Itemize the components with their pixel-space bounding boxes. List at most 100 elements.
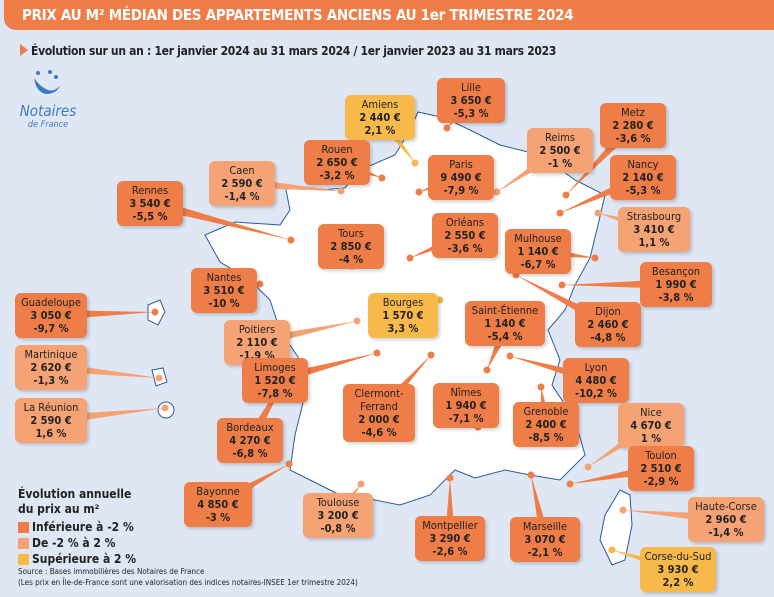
triangle-icon	[20, 44, 28, 56]
city-name: Grenoble	[523, 405, 569, 418]
city-box: Marseille 3 070 € -2,1 %	[510, 517, 580, 562]
legend-item-dark: Inférieure à -2 %	[18, 520, 136, 535]
subtitle-text: Évolution sur un an : 1er janvier 2024 a…	[31, 44, 557, 58]
city-box: Toulouse 3 200 € -0,8 %	[303, 493, 373, 538]
city-price: 2 510 €	[640, 462, 682, 475]
city-evolution: -1,4 %	[708, 526, 744, 539]
city-box: Martinique 2 620 € -1,3 %	[15, 345, 87, 390]
city-name: Corse-du-Sud	[644, 550, 712, 563]
city-evolution: 2,1 %	[364, 124, 396, 137]
city-box: Nantes 3 510 € -10 %	[191, 268, 257, 313]
city-evolution: -3,2 %	[319, 169, 355, 182]
legend-title: Évolution annuelle	[18, 487, 132, 501]
city-evolution: -1,3 %	[33, 374, 69, 387]
city-marker	[506, 352, 514, 360]
city-price: 2 590 €	[30, 414, 72, 427]
city-price: 3 410 €	[633, 223, 675, 236]
city-name: Bayonne	[196, 485, 240, 498]
city-evolution: -7,8 %	[257, 387, 293, 400]
city-evolution: 2,2 %	[662, 576, 694, 589]
city-marker	[285, 460, 293, 468]
city-marker	[151, 308, 159, 316]
city-name: Caen	[229, 164, 255, 177]
city-name: Clermont-Ferrand	[354, 387, 404, 413]
city-price: 2 140 €	[622, 171, 664, 184]
city-name: Guadeloupe	[21, 296, 81, 309]
city-marker	[493, 188, 501, 196]
city-price: 1 520 €	[254, 374, 296, 387]
city-box: Saint-Étienne 1 140 € -5,4 %	[465, 301, 545, 346]
city-evolution: -4,8 %	[590, 331, 626, 344]
city-name: Lille	[461, 81, 481, 94]
city-evolution: -2,6 %	[432, 545, 468, 558]
city-price: 2 590 €	[221, 177, 263, 190]
city-price: 1 140 €	[484, 317, 526, 330]
note-text: (Les prix en Île-de-France sont une valo…	[18, 578, 358, 587]
city-box: Nîmes 1 940 € -7,1 %	[433, 383, 499, 428]
city-evolution: -4 %	[338, 253, 364, 266]
legend-label: Supérieure à 2 %	[32, 552, 137, 566]
city-box: Nancy 2 140 € -5,3 %	[610, 155, 676, 200]
city-price: 4 480 €	[575, 374, 617, 387]
city-box: Tours 2 850 € -4 %	[318, 224, 384, 269]
city-name: Limoges	[254, 361, 296, 374]
city-price: 1 940 €	[445, 399, 487, 412]
city-price: 1 140 €	[517, 245, 559, 258]
city-price: 3 650 €	[450, 94, 492, 107]
city-name: Amiens	[361, 98, 399, 111]
city-box: Lille 3 650 € -5,3 %	[437, 78, 505, 123]
city-name: Besançon	[651, 265, 701, 278]
city-name: Toulouse	[316, 496, 360, 509]
city-marker	[155, 374, 163, 382]
city-box: Toulon 2 510 € -2,9 %	[628, 446, 694, 491]
city-marker	[406, 254, 414, 262]
city-price: 3 050 €	[30, 309, 72, 322]
city-name: Dijon	[595, 305, 621, 318]
city-marker	[337, 187, 345, 195]
city-price: 3 540 €	[129, 197, 171, 210]
city-marker	[483, 366, 491, 374]
legend: Évolution annuelle du prix au m² Inférie…	[18, 487, 136, 567]
city-box: Lyon 4 480 € -10,2 %	[563, 358, 629, 403]
city-evolution: -3 %	[205, 511, 231, 524]
city-name: Rennes	[131, 184, 169, 197]
city-marker	[558, 281, 566, 289]
city-name: Bourges	[382, 296, 424, 309]
city-box: Rouen 2 650 € -3,2 %	[304, 140, 370, 185]
city-box: Bordeaux 4 270 € -6,8 %	[217, 418, 283, 463]
city-price: 4 850 €	[197, 498, 239, 511]
city-evolution: -5,4 %	[487, 330, 523, 343]
city-marker	[562, 191, 570, 199]
notaires-logo: Notaires de France	[18, 68, 78, 130]
city-evolution: -7,9 %	[443, 184, 479, 197]
city-name: Toulon	[645, 449, 677, 462]
legend-item-yellow: Supérieure à 2 %	[18, 552, 136, 567]
city-box: Bourges 1 570 €3,3 %	[368, 293, 438, 338]
city-price: 2 850 €	[330, 240, 372, 253]
city-evolution: -1 %	[547, 157, 573, 170]
city-price: 4 270 €	[229, 434, 271, 447]
city-price: 1 990 €	[655, 278, 697, 291]
city-marker	[594, 209, 602, 217]
city-marker	[537, 383, 545, 391]
city-box: Besançon 1 990 € -3,8 %	[640, 262, 712, 307]
city-marker	[256, 280, 264, 288]
city-name: Metz	[621, 106, 645, 119]
city-name: Haute-Corse	[695, 500, 757, 513]
logo-name: Notaires	[19, 102, 77, 120]
city-box: Amiens 2 440 €2,1 %	[345, 95, 415, 140]
city-name: Martinique	[24, 348, 78, 361]
city-evolution: -2,9 %	[643, 475, 679, 488]
city-name: Tours	[338, 227, 364, 240]
city-name: La Réunion	[23, 401, 79, 414]
city-box: Montpellier 3 290 € -2,6 %	[415, 516, 485, 561]
city-evolution: -3,6 %	[615, 132, 651, 145]
city-marker	[566, 480, 574, 488]
city-evolution: -1,4 %	[224, 190, 260, 203]
city-name: Montpellier	[422, 519, 478, 532]
city-price: 3 070 €	[524, 533, 566, 546]
city-evolution: -3,8 %	[658, 291, 694, 304]
city-box: Corse-du-Sud 3 930 €2,2 %	[640, 547, 716, 592]
city-box: Nice 4 670 €1 %	[618, 403, 684, 448]
city-box: Haute-Corse 2 960 € -1,4 %	[688, 497, 764, 542]
